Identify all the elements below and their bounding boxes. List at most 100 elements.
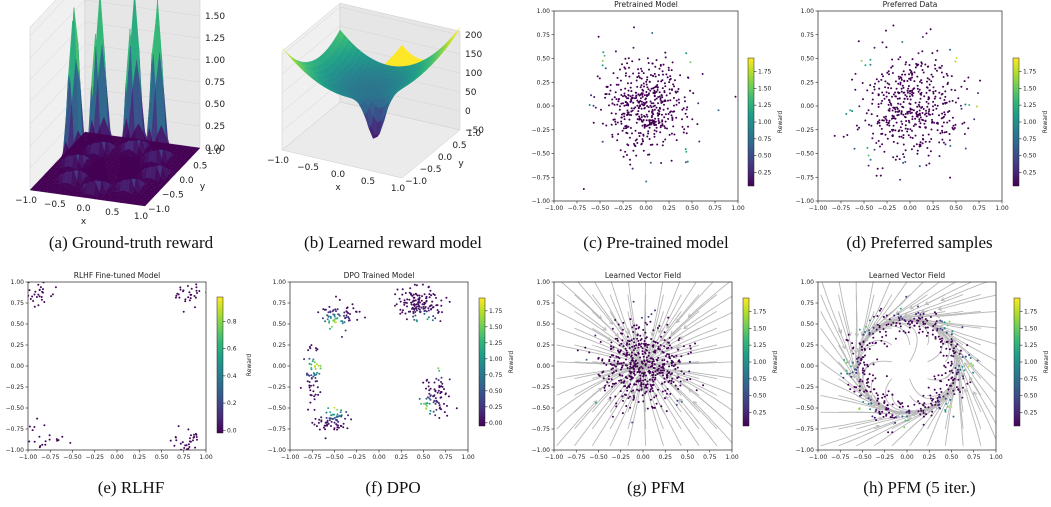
data-point — [959, 391, 961, 393]
y-axis-label: y — [200, 182, 206, 192]
data-point — [622, 321, 625, 324]
data-point — [919, 143, 922, 146]
data-point — [900, 135, 903, 138]
data-point — [644, 331, 647, 334]
data-point — [355, 310, 358, 313]
data-point — [894, 416, 897, 419]
data-point — [975, 105, 978, 108]
data-point — [917, 311, 920, 314]
data-point — [416, 305, 419, 308]
data-point — [922, 138, 925, 141]
data-point — [952, 378, 955, 381]
data-point — [655, 123, 658, 126]
data-point — [309, 389, 312, 392]
data-point — [914, 123, 917, 126]
data-point — [866, 384, 869, 387]
y-tick-label: 0.0 — [438, 153, 453, 163]
data-point — [630, 351, 633, 354]
data-point — [657, 388, 659, 391]
data-point — [626, 114, 629, 116]
data-point — [887, 86, 890, 89]
data-point — [642, 119, 645, 121]
data-point — [636, 118, 639, 121]
data-point — [622, 352, 625, 355]
data-point — [953, 352, 956, 355]
data-point — [946, 405, 949, 408]
data-point — [29, 298, 32, 300]
data-point — [625, 349, 628, 352]
x-tick-label: −0.50 — [855, 205, 874, 212]
data-point — [874, 82, 876, 85]
data-point — [670, 364, 673, 367]
data-point — [932, 105, 934, 108]
data-point — [674, 384, 677, 387]
data-point — [618, 344, 621, 347]
data-point — [632, 337, 635, 340]
x-tick-label: 0.25 — [395, 454, 409, 461]
data-point — [656, 84, 659, 86]
data-point — [618, 108, 621, 111]
data-point — [182, 290, 184, 293]
data-point — [429, 409, 432, 412]
x-tick-label: 0.75 — [439, 454, 453, 461]
data-point — [640, 107, 643, 110]
x-tick-label: 0.5 — [105, 208, 119, 218]
data-point — [623, 380, 626, 383]
x-tick-label: 1.00 — [725, 454, 739, 461]
data-point — [37, 293, 40, 296]
data-point — [624, 87, 627, 90]
data-point — [880, 339, 883, 342]
data-point — [324, 320, 327, 323]
data-point — [918, 325, 921, 328]
data-point — [908, 73, 910, 76]
data-point — [614, 395, 617, 398]
data-point — [428, 293, 431, 296]
data-point — [333, 321, 336, 324]
data-point — [668, 88, 671, 91]
data-point — [935, 320, 938, 323]
data-point — [871, 415, 874, 418]
data-point — [659, 131, 662, 134]
data-point — [175, 439, 178, 442]
data-point — [196, 438, 198, 441]
stream-arrow — [881, 404, 886, 409]
data-point — [626, 342, 628, 345]
data-point — [639, 100, 642, 102]
data-point — [648, 110, 650, 113]
data-point — [924, 126, 927, 129]
data-point — [939, 387, 942, 390]
data-point — [906, 112, 909, 115]
colorbar-label: Reward — [508, 351, 515, 374]
data-point — [351, 303, 354, 306]
data-point — [925, 413, 928, 416]
data-point — [667, 66, 670, 69]
data-point — [592, 121, 595, 124]
data-point — [904, 127, 907, 130]
data-point — [628, 347, 631, 349]
data-point — [950, 362, 953, 365]
data-point — [853, 390, 856, 393]
data-point — [946, 324, 949, 327]
streamline — [873, 412, 926, 447]
data-point — [872, 315, 875, 318]
stream-arrow — [960, 372, 966, 377]
streamline — [857, 339, 893, 376]
data-point — [627, 339, 630, 342]
data-point — [951, 376, 954, 379]
streamline — [676, 373, 732, 395]
data-point — [403, 303, 406, 306]
data-point — [678, 101, 681, 104]
data-point — [950, 333, 953, 336]
data-point — [632, 46, 635, 49]
streamline — [556, 378, 609, 413]
data-point — [633, 97, 636, 100]
data-point — [897, 130, 900, 133]
data-point — [651, 374, 654, 377]
data-point — [658, 106, 661, 109]
data-point — [425, 402, 428, 405]
data-point — [629, 127, 632, 129]
data-point — [878, 87, 881, 90]
data-point — [902, 86, 905, 89]
data-point — [911, 89, 914, 92]
data-point — [437, 379, 440, 382]
